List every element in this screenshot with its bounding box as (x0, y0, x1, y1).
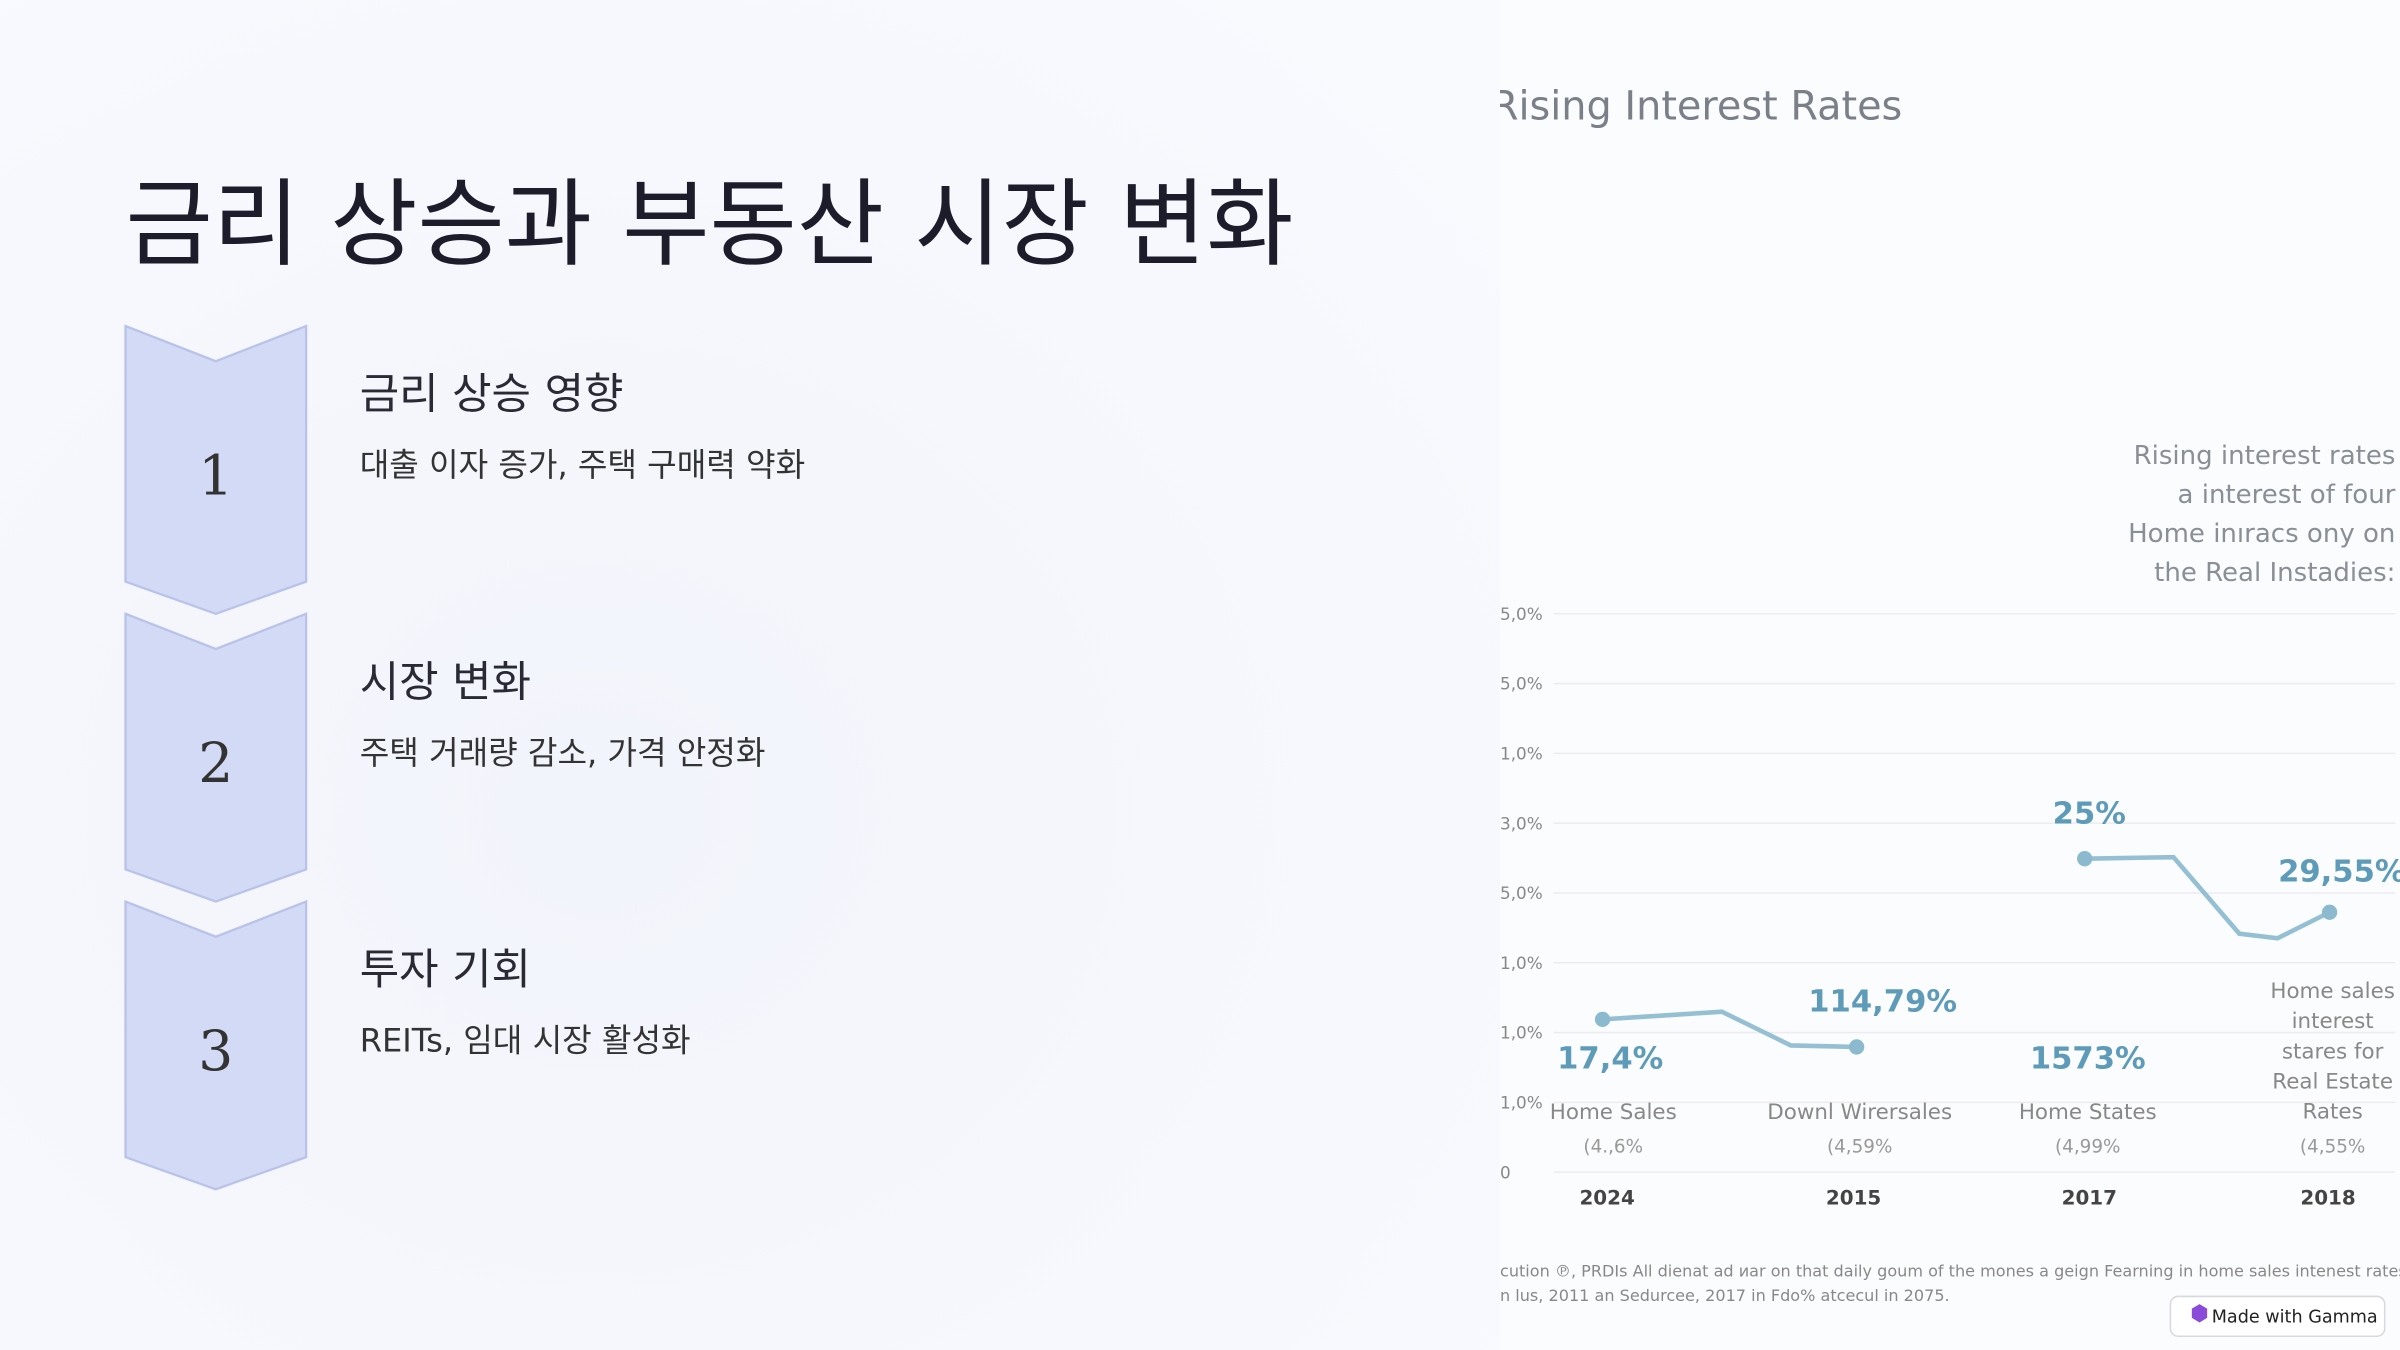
badge-icon (2191, 1304, 2208, 1323)
image-background (1500, 0, 2400, 1350)
note-line: Home inıracs ony on (2128, 519, 2395, 549)
step-number: 1 (198, 443, 233, 507)
category-label: Rates (2303, 1100, 2363, 1125)
sub-label: (4,59% (1827, 1137, 1893, 1158)
category-label: Downl Wirersales (1767, 1100, 1952, 1125)
category-label: Real Estate (2272, 1069, 2393, 1094)
point-label: 17,4% (1557, 1041, 1663, 1076)
category-label: Home sales (2270, 979, 2395, 1004)
step-text: 대출 이자 증가, 주택 구매력 약화 (360, 446, 805, 484)
year-label: 2018 (2300, 1187, 2355, 1210)
year-label: 2015 (1826, 1187, 1881, 1210)
chevron (124, 899, 308, 1191)
category-label: Home States (2019, 1100, 2157, 1125)
badge-text[interactable]: Made with Gamma (2212, 1307, 2378, 1327)
dot (1594, 1011, 1611, 1028)
chart-image: Rising Interest Rates Rising interest ra… (1491, 0, 2400, 1350)
badge[interactable] (2169, 1295, 2386, 1337)
category-label: interest (2292, 1009, 2374, 1034)
note-line: a interest of four (2178, 480, 2396, 510)
axis-label: 0 (1500, 1162, 1511, 1182)
step-heading: 시장 변화 (360, 657, 531, 707)
image-content: Rising interest rates a interest of four H… (1500, 441, 2400, 1305)
line (2084, 854, 2331, 941)
caption-line: n lus, 2011 an Sedurcee, 2017 in Fdo% at… (1500, 1286, 1950, 1305)
point-label: 114,79% (1808, 985, 1957, 1020)
category-label: Home Sales (1550, 1100, 1677, 1125)
step-text: REITs, 임대 시장 활성화 (360, 1022, 691, 1060)
sub-label: (4,99% (2055, 1137, 2121, 1158)
point-label: 25% (2053, 796, 2126, 831)
point-label: 29,55% (2278, 855, 2400, 890)
axis-label: 5,0% (1500, 674, 1543, 694)
dot (1848, 1039, 1865, 1055)
step-text: 주택 거래량 감소, 가격 안정화 (360, 734, 766, 772)
axis-label: 1,0% (1500, 1092, 1543, 1112)
step-heading: 금리 상승 영향 (360, 370, 624, 420)
note-line: Rising interest rates (2134, 441, 2396, 471)
dot (2077, 851, 2093, 867)
caption-line: cution ℗, PRDIs All dienat ad иаr on tha… (1500, 1262, 2400, 1281)
axis-label: 1,0% (1500, 743, 1543, 763)
category-label: stares for (2282, 1039, 2384, 1064)
line (1602, 1009, 1857, 1050)
slide-title: 금리 상승과 부동산 시장 변화 (126, 170, 1294, 280)
dot (2321, 904, 2338, 920)
year-label: 2017 (2062, 1187, 2117, 1210)
step-heading: 투자 기회 (360, 945, 531, 995)
step-number: 2 (198, 731, 233, 795)
year-label: 2024 (1579, 1187, 1634, 1210)
sub-label: (4,55% (2300, 1137, 2366, 1158)
chevron (124, 612, 308, 903)
axis-label: 1,0% (1500, 1023, 1543, 1043)
image-title: Rising Interest Rates (1491, 83, 1902, 129)
axis-label: 1,0% (1500, 953, 1543, 973)
step-number: 3 (198, 1019, 233, 1083)
axis-label: 5,0% (1500, 883, 1543, 903)
point-label: 1573% (2030, 1041, 2146, 1076)
note-line: the Real Instadies: (2154, 558, 2395, 588)
axis-label: 3,0% (1500, 813, 1543, 833)
axis-label: 5,0% (1500, 604, 1543, 624)
chevron (124, 324, 308, 615)
sub-label: (4.,6% (1583, 1137, 1643, 1158)
